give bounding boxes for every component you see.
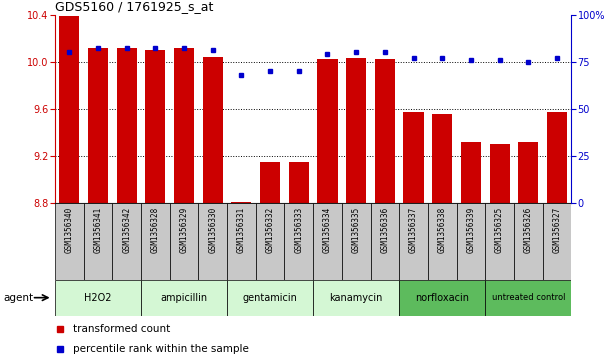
Bar	[461, 142, 481, 203]
Bar	[313, 280, 399, 316]
Bar	[84, 203, 112, 280]
Bar	[489, 144, 510, 203]
Bar	[55, 280, 141, 316]
Bar	[145, 50, 166, 203]
Text: untreated control: untreated control	[491, 293, 565, 302]
Bar	[547, 113, 567, 203]
Bar	[227, 203, 256, 280]
Text: GSM1356337: GSM1356337	[409, 207, 418, 253]
Bar	[370, 203, 399, 280]
Bar	[375, 60, 395, 203]
Text: GSM1356327: GSM1356327	[552, 207, 562, 253]
Bar	[256, 203, 285, 280]
Text: H2O2: H2O2	[84, 293, 112, 303]
Text: GSM1356340: GSM1356340	[65, 207, 74, 253]
Text: GSM1356332: GSM1356332	[266, 207, 274, 253]
Text: percentile rank within the sample: percentile rank within the sample	[73, 344, 249, 354]
Text: transformed count: transformed count	[73, 325, 170, 334]
Text: GSM1356329: GSM1356329	[180, 207, 189, 253]
Text: GSM1356342: GSM1356342	[122, 207, 131, 253]
Bar	[403, 113, 423, 203]
Bar	[227, 280, 313, 316]
Text: ampicillin: ampicillin	[161, 293, 208, 303]
Bar	[399, 203, 428, 280]
Bar	[55, 203, 84, 280]
Bar	[318, 60, 337, 203]
Text: GSM1356338: GSM1356338	[437, 207, 447, 253]
Bar	[543, 203, 571, 280]
Text: GSM1356339: GSM1356339	[466, 207, 475, 253]
Bar	[170, 203, 199, 280]
Bar	[141, 280, 227, 316]
Bar	[456, 203, 485, 280]
Text: gentamicin: gentamicin	[243, 293, 298, 303]
Text: kanamycin: kanamycin	[329, 293, 383, 303]
Bar	[117, 48, 137, 203]
Bar	[289, 162, 309, 203]
Bar	[59, 16, 79, 203]
Text: GSM1356335: GSM1356335	[352, 207, 360, 253]
Text: norfloxacin: norfloxacin	[415, 293, 469, 303]
Text: GSM1356331: GSM1356331	[237, 207, 246, 253]
Bar	[342, 203, 370, 280]
Text: GSM1356341: GSM1356341	[93, 207, 103, 253]
Bar	[285, 203, 313, 280]
Bar	[313, 203, 342, 280]
Text: GSM1356328: GSM1356328	[151, 207, 160, 253]
Text: GSM1356325: GSM1356325	[495, 207, 504, 253]
Bar	[112, 203, 141, 280]
Bar	[232, 202, 252, 203]
Bar	[514, 203, 543, 280]
Text: agent: agent	[3, 293, 33, 303]
Bar	[485, 280, 571, 316]
Bar	[432, 114, 452, 203]
Bar	[399, 280, 485, 316]
Bar	[346, 58, 366, 203]
Text: GSM1356334: GSM1356334	[323, 207, 332, 253]
Bar	[260, 162, 280, 203]
Bar	[88, 48, 108, 203]
Bar	[428, 203, 456, 280]
Text: GDS5160 / 1761925_s_at: GDS5160 / 1761925_s_at	[55, 0, 213, 13]
Text: GSM1356336: GSM1356336	[380, 207, 389, 253]
Bar	[141, 203, 170, 280]
Bar	[203, 57, 223, 203]
Bar	[174, 48, 194, 203]
Bar	[518, 142, 538, 203]
Text: GSM1356333: GSM1356333	[295, 207, 303, 253]
Bar	[485, 203, 514, 280]
Text: GSM1356330: GSM1356330	[208, 207, 218, 253]
Text: GSM1356326: GSM1356326	[524, 207, 533, 253]
Bar	[199, 203, 227, 280]
